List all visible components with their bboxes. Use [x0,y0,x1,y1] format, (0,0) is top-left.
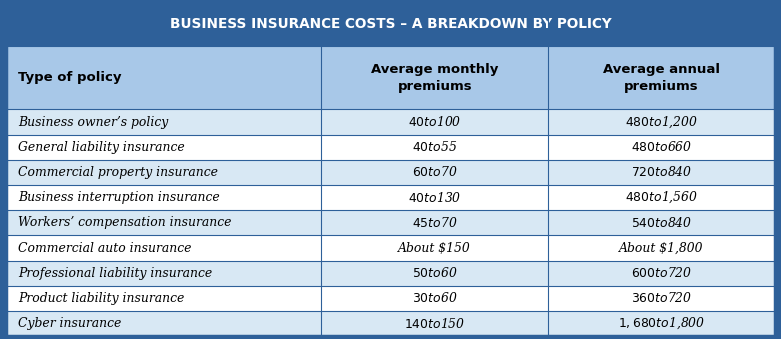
Text: $40 to $100: $40 to $100 [408,115,462,129]
Text: Business owner’s policy: Business owner’s policy [18,116,168,128]
Bar [548,160,775,185]
Text: $140 to $150: $140 to $150 [404,317,465,331]
Text: Average monthly
premiums: Average monthly premiums [371,63,498,93]
Bar [6,109,321,135]
Text: Average annual
premiums: Average annual premiums [603,63,720,93]
Text: Cyber insurance: Cyber insurance [18,317,121,330]
Bar [321,210,548,236]
Bar [548,210,775,236]
Text: $480 to $1,560: $480 to $1,560 [625,190,698,205]
Bar [321,46,548,109]
Text: $50 to $60: $50 to $60 [412,266,458,280]
Text: Type of policy: Type of policy [18,71,122,84]
Text: $480 to $1,200: $480 to $1,200 [625,114,698,130]
Bar [548,135,775,160]
Text: $40 to $130: $40 to $130 [408,191,462,205]
Bar [6,311,321,336]
Bar [548,311,775,336]
Bar [6,185,321,210]
Bar [548,236,775,261]
Text: Product liability insurance: Product liability insurance [18,292,184,305]
Bar [548,109,775,135]
Text: Commercial property insurance: Commercial property insurance [18,166,218,179]
Text: $360 to $720: $360 to $720 [631,292,692,305]
Bar [321,311,548,336]
Text: Commercial auto insurance: Commercial auto insurance [18,242,191,255]
Bar [548,286,775,311]
Text: $720 to $840: $720 to $840 [631,165,692,179]
Bar [6,160,321,185]
Text: General liability insurance: General liability insurance [18,141,185,154]
Bar [6,46,321,109]
Bar [321,286,548,311]
Bar [6,261,321,286]
Text: $540 to $840: $540 to $840 [631,216,692,230]
Bar [6,286,321,311]
Bar [321,185,548,210]
Text: Business interruption insurance: Business interruption insurance [18,191,219,204]
Bar [6,135,321,160]
Bar [321,261,548,286]
Text: $30 to $60: $30 to $60 [412,292,458,305]
Bar [548,46,775,109]
Text: $45 to $70: $45 to $70 [412,216,458,230]
Bar [321,236,548,261]
Bar [321,160,548,185]
Bar [548,185,775,210]
Text: Professional liability insurance: Professional liability insurance [18,267,212,280]
Bar [321,109,548,135]
Text: BUSINESS INSURANCE COSTS – A BREAKDOWN BY POLICY: BUSINESS INSURANCE COSTS – A BREAKDOWN B… [169,17,612,32]
Text: Workers’ compensation insurance: Workers’ compensation insurance [18,216,231,230]
Text: $1,680 to $1,800: $1,680 to $1,800 [618,316,705,332]
Bar [548,261,775,286]
Text: $480 to $660: $480 to $660 [631,140,692,154]
Bar [321,135,548,160]
Bar [6,3,775,46]
Text: About $1,800: About $1,800 [619,242,704,255]
Bar [6,236,321,261]
Bar [6,210,321,236]
Text: About $150: About $150 [398,242,471,255]
Text: $600 to $720: $600 to $720 [631,266,692,280]
Text: $40 to $55: $40 to $55 [412,140,457,154]
Text: $60 to $70: $60 to $70 [412,165,458,179]
